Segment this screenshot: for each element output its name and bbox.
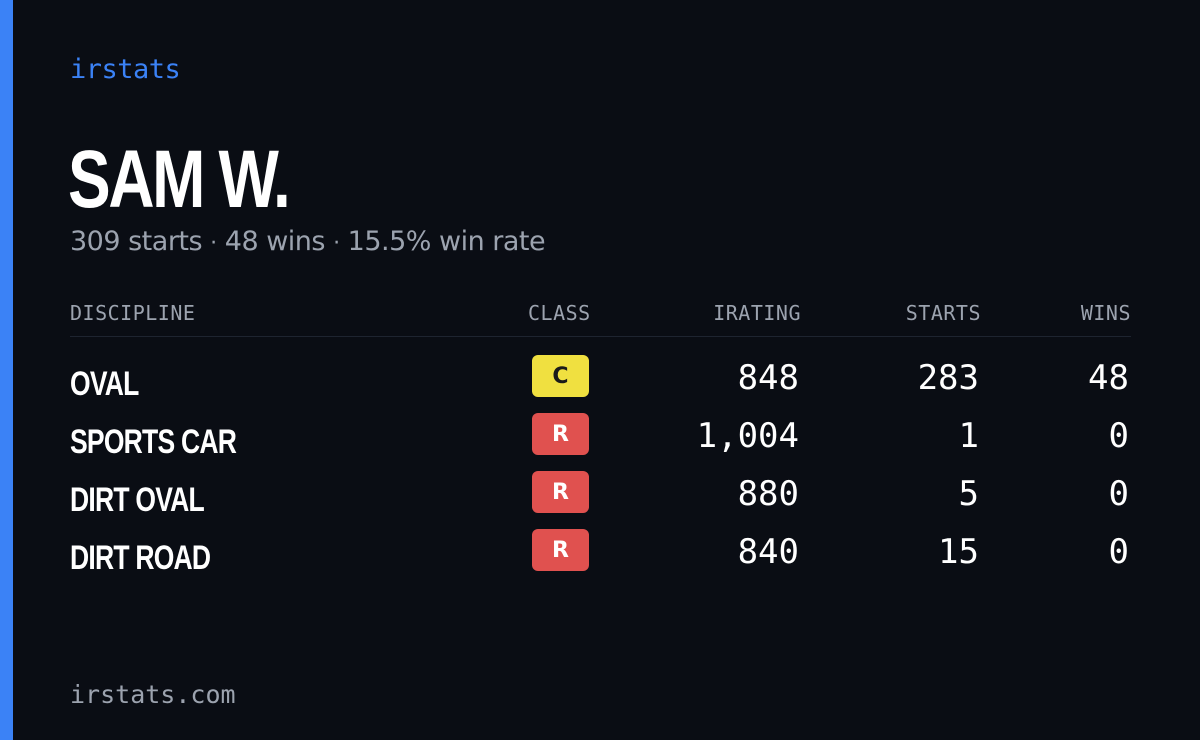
row-irating: 880: [737, 474, 799, 514]
row-starts: 5: [958, 474, 979, 514]
row-wins: 48: [1088, 358, 1129, 398]
table-row: OVAL C 848 283 48: [70, 352, 1131, 410]
row-starts: 15: [938, 532, 979, 572]
license-class-badge: R: [532, 471, 589, 513]
header-starts: STARTS: [905, 301, 981, 325]
row-discipline: SPORTS CAR: [70, 423, 237, 461]
header-wins: WINS: [1080, 301, 1131, 325]
row-wins: 0: [1108, 416, 1129, 456]
row-discipline: DIRT OVAL: [70, 481, 205, 519]
summary-wins: 48 wins: [224, 226, 326, 257]
summary-win-rate: 15.5% win rate: [347, 226, 546, 257]
header-discipline: DISCIPLINE: [70, 301, 196, 325]
stats-card: irstats SAM W. 309 starts · 48 wins · 15…: [68, 0, 1131, 740]
summary-separator: ·: [210, 231, 217, 256]
summary-starts: 309 starts: [70, 226, 203, 257]
license-class-badge: C: [532, 355, 589, 397]
summary-separator: ·: [333, 231, 340, 256]
row-starts: 1: [958, 416, 979, 456]
row-wins: 0: [1108, 532, 1129, 572]
footer-domain: irstats.com: [70, 680, 236, 709]
driver-name: SAM W.: [68, 134, 291, 225]
table-row: DIRT ROAD R 840 15 0: [70, 526, 1131, 584]
header-class: CLASS: [528, 301, 591, 325]
accent-bar: [0, 0, 13, 740]
row-irating: 848: [737, 358, 799, 398]
table-header: DISCIPLINE CLASS IRATING STARTS WINS: [70, 298, 1131, 337]
header-irating: IRATING: [713, 301, 801, 325]
row-irating: 1,004: [696, 416, 799, 456]
table-row: DIRT OVAL R 880 5 0: [70, 468, 1131, 526]
row-irating: 840: [737, 532, 799, 572]
row-discipline: OVAL: [70, 365, 139, 403]
discipline-table: DISCIPLINE CLASS IRATING STARTS WINS OVA…: [70, 298, 1131, 577]
row-wins: 0: [1108, 474, 1129, 514]
brand-logo: irstats: [70, 54, 181, 85]
row-starts: 283: [917, 358, 979, 398]
license-class-badge: R: [532, 529, 589, 571]
license-class-badge: R: [532, 413, 589, 455]
table-row: SPORTS CAR R 1,004 1 0: [70, 410, 1131, 468]
driver-summary: 309 starts · 48 wins · 15.5% win rate: [70, 226, 546, 257]
table-body: OVAL C 848 283 48 SPORTS CAR R 1,004 1 0…: [70, 352, 1131, 584]
row-discipline: DIRT ROAD: [70, 539, 211, 577]
